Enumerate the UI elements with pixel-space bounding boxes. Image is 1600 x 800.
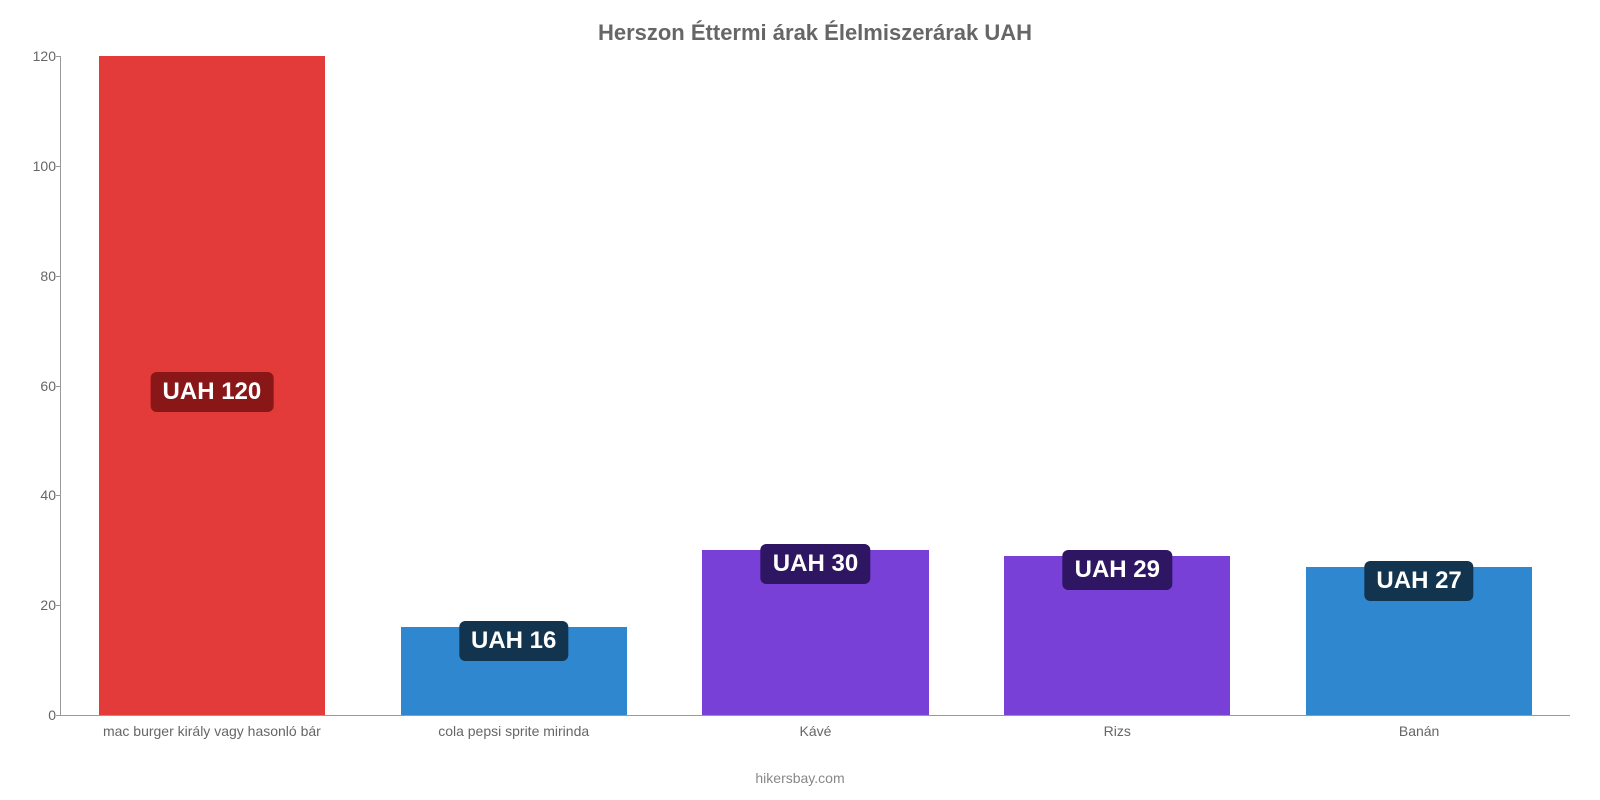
y-tick-label: 40 bbox=[16, 487, 56, 503]
y-tick-mark bbox=[56, 56, 61, 57]
x-tick-label: Banán bbox=[1268, 715, 1570, 739]
bar: UAH 27 bbox=[1306, 567, 1532, 715]
y-tick-mark bbox=[56, 166, 61, 167]
price-chart: Herszon Éttermi árak Élelmiszerárak UAH … bbox=[0, 0, 1600, 800]
y-tick-mark bbox=[56, 605, 61, 606]
value-label: UAH 30 bbox=[761, 544, 870, 584]
bar: UAH 29 bbox=[1004, 556, 1230, 715]
x-tick-label: cola pepsi sprite mirinda bbox=[363, 715, 665, 739]
y-tick-label: 120 bbox=[16, 48, 56, 64]
y-tick-label: 100 bbox=[16, 158, 56, 174]
bar: UAH 16 bbox=[401, 627, 627, 715]
bar: UAH 120 bbox=[99, 56, 325, 715]
y-tick-mark bbox=[56, 386, 61, 387]
chart-footer: hikersbay.com bbox=[0, 770, 1600, 786]
y-tick-mark bbox=[56, 276, 61, 277]
y-tick-label: 80 bbox=[16, 268, 56, 284]
bar: UAH 30 bbox=[702, 550, 928, 715]
y-tick-label: 0 bbox=[16, 707, 56, 723]
y-tick-label: 60 bbox=[16, 378, 56, 394]
value-label: UAH 16 bbox=[459, 621, 568, 661]
value-label: UAH 27 bbox=[1364, 561, 1473, 601]
y-tick-mark bbox=[56, 495, 61, 496]
x-tick-label: mac burger király vagy hasonló bár bbox=[61, 715, 363, 739]
value-label: UAH 120 bbox=[151, 372, 274, 412]
value-label: UAH 29 bbox=[1063, 550, 1172, 590]
chart-title: Herszon Éttermi árak Élelmiszerárak UAH bbox=[60, 20, 1570, 46]
x-tick-label: Rizs bbox=[966, 715, 1268, 739]
plot-area: 020406080100120UAH 120mac burger király … bbox=[60, 56, 1570, 716]
y-tick-label: 20 bbox=[16, 597, 56, 613]
x-tick-label: Kávé bbox=[665, 715, 967, 739]
